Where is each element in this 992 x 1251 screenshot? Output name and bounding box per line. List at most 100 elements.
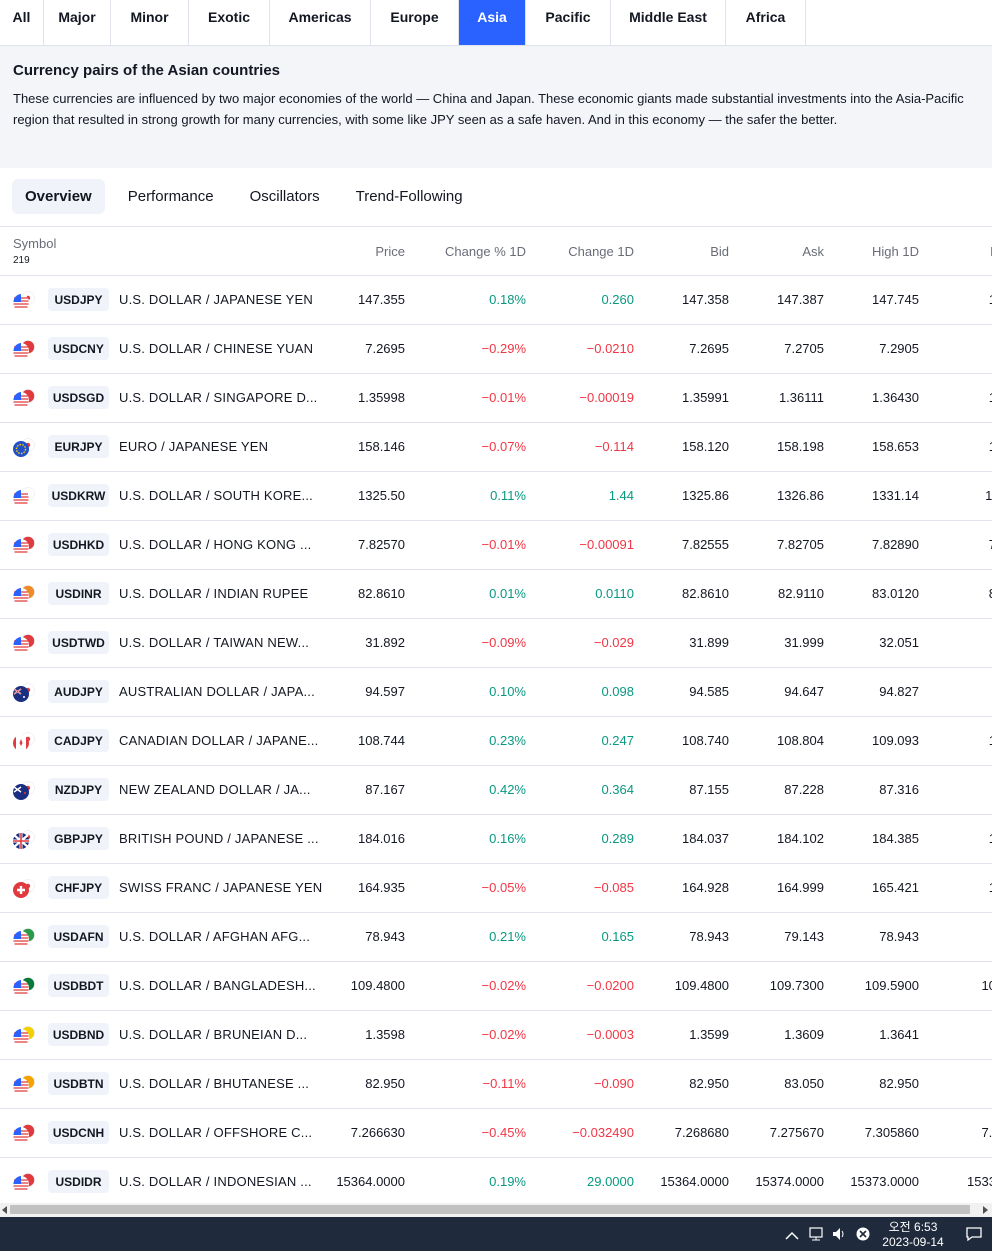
region-tab-exotic[interactable]: Exotic (189, 0, 270, 45)
table-row[interactable]: USDINR U.S. DOLLAR / INDIAN RUPEE 82.8610 0… (0, 570, 992, 619)
column-header-high-1d[interactable]: High 1D (872, 244, 919, 259)
clock-time: 오전 6:53 (888, 1220, 938, 1234)
ticker-link[interactable]: USDBND (48, 1023, 109, 1046)
cell-change-pct-1d: −0.29% (481, 341, 526, 356)
region-tab-africa[interactable]: Africa (726, 0, 806, 45)
cell-bid: 158.120 (682, 439, 729, 454)
cell-high-1d: 32.051 (879, 635, 919, 650)
table-header: Symbol 219 Price Change % 1D Change 1D Bid A… (0, 227, 992, 276)
ticker-link[interactable]: USDCNY (48, 337, 109, 360)
cell-bid: 1.3599 (689, 1027, 729, 1042)
column-header-change-pct-1d[interactable]: Change % 1D (445, 244, 526, 259)
ticker-link[interactable]: AUDJPY (48, 680, 109, 703)
ticker-link[interactable]: USDHKD (48, 533, 109, 556)
currency-flag-icon (12, 487, 36, 507)
cell-low-1d: 82.8 (989, 586, 992, 601)
region-tab-americas[interactable]: Americas (270, 0, 371, 45)
cell-change-1d: 29.0000 (587, 1174, 634, 1189)
pair-description: U.S. DOLLAR / SOUTH KORE... (119, 488, 313, 503)
column-header-price[interactable]: Price (375, 244, 405, 259)
pair-description: U.S. DOLLAR / BANGLADESH... (119, 978, 316, 993)
ticker-link[interactable]: EURJPY (48, 435, 109, 458)
cell-low-1d: 147. (989, 292, 992, 307)
cell-ask: 1.36111 (778, 390, 824, 405)
cell-ask: 7.82705 (777, 537, 824, 552)
cell-price: 109.4800 (350, 978, 405, 993)
currency-flag-icon (12, 340, 36, 360)
table-row[interactable]: USDKRW U.S. DOLLAR / SOUTH KORE... 1325.50… (0, 472, 992, 521)
table-row[interactable]: NZDJPY NEW ZEALAND DOLLAR / JA... 87.167 0.… (0, 766, 992, 815)
table-row[interactable]: EURJPY EURO / JAPANESE YEN 158.146 −0.07% −0… (0, 423, 992, 472)
ticker-link[interactable]: USDINR (48, 582, 109, 605)
region-tab-middle-east[interactable]: Middle East (611, 0, 726, 45)
ticker-link[interactable]: NZDJPY (48, 778, 109, 801)
cell-bid: 82.8610 (682, 586, 729, 601)
table-row[interactable]: CADJPY CANADIAN DOLLAR / JAPANE... 108.744… (0, 717, 992, 766)
ticker-link[interactable]: USDKRW (48, 484, 109, 507)
ticker-link[interactable]: USDSGD (48, 386, 109, 409)
currency-flag-icon (12, 732, 36, 752)
column-header-symbol[interactable]: Symbol (13, 236, 57, 251)
cell-high-1d: 78.943 (879, 929, 919, 944)
cell-high-1d: 94.827 (879, 684, 919, 699)
region-tab-all[interactable]: All (0, 0, 44, 45)
table-row[interactable]: USDIDR U.S. DOLLAR / INDONESIAN ... 15364.… (0, 1158, 992, 1203)
cell-change-1d: 1.44 (608, 488, 634, 503)
table-row[interactable]: USDBTN U.S. DOLLAR / BHUTANESE ... 82.950 −… (0, 1060, 992, 1109)
cell-price: 184.016 (358, 831, 405, 846)
table-row[interactable]: USDHKD U.S. DOLLAR / HONG KONG ... 7.82570… (0, 521, 992, 570)
table-row[interactable]: GBPJPY BRITISH POUND / JAPANESE ... 184.01… (0, 815, 992, 864)
table-row[interactable]: USDCNH U.S. DOLLAR / OFFSHORE C... 7.26663… (0, 1109, 992, 1158)
scrollbar-thumb[interactable] (10, 1205, 970, 1214)
ticker-link[interactable]: USDAFN (48, 925, 109, 948)
taskbar-clock[interactable]: 오전 6:53 2023-09-14 (868, 1220, 958, 1250)
column-header-ask[interactable]: Ask (802, 244, 824, 259)
scroll-right-icon[interactable] (983, 1206, 988, 1214)
cell-price: 158.146 (358, 439, 405, 454)
table-row[interactable]: USDCNY U.S. DOLLAR / CHINESE YUAN 7.2695 −0… (0, 325, 992, 374)
network-icon[interactable] (808, 1226, 824, 1245)
table-row[interactable]: USDJPY U.S. DOLLAR / JAPANESE YEN 147.355 0… (0, 276, 992, 325)
view-tab-trend-following[interactable]: Trend-Following (355, 188, 463, 205)
table-row[interactable]: USDTWD U.S. DOLLAR / TAIWAN NEW... 31.892 −… (0, 619, 992, 668)
table-row[interactable]: USDBDT U.S. DOLLAR / BANGLADESH... 109.480… (0, 962, 992, 1011)
scroll-left-icon[interactable] (2, 1206, 7, 1214)
table-row[interactable]: USDAFN U.S. DOLLAR / AFGHAN AFG... 78.943 0… (0, 913, 992, 962)
cell-price: 7.82570 (358, 537, 405, 552)
cell-change-pct-1d: 0.23% (489, 733, 526, 748)
pair-description: U.S. DOLLAR / SINGAPORE D... (119, 390, 318, 405)
cell-price: 7.266630 (350, 1125, 405, 1140)
table-row[interactable]: USDBND U.S. DOLLAR / BRUNEIAN D... 1.3598 −… (0, 1011, 992, 1060)
ticker-link[interactable]: USDIDR (48, 1170, 109, 1193)
ticker-link[interactable]: USDTWD (48, 631, 109, 654)
ticker-link[interactable]: USDBTN (48, 1072, 109, 1095)
cell-change-pct-1d: −0.11% (482, 1076, 527, 1091)
table-row[interactable]: CHFJPY SWISS FRANC / JAPANESE YEN 164.935 −… (0, 864, 992, 913)
table-row[interactable]: AUDJPY AUSTRALIAN DOLLAR / JAPA... 94.597 0… (0, 668, 992, 717)
ticker-link[interactable]: USDBDT (48, 974, 109, 997)
region-tab-major[interactable]: Major (44, 0, 111, 45)
column-header-bid[interactable]: Bid (710, 244, 729, 259)
notification-icon[interactable] (965, 1226, 983, 1245)
view-tab-performance[interactable]: Performance (127, 188, 214, 205)
ticker-link[interactable]: USDCNH (48, 1121, 109, 1144)
volume-icon[interactable] (831, 1226, 847, 1245)
view-tab-overview[interactable]: Overview (12, 179, 105, 214)
region-tab-europe[interactable]: Europe (371, 0, 459, 45)
column-header-change-1d[interactable]: Change 1D (568, 244, 634, 259)
column-header-low-1d[interactable]: Low (990, 244, 992, 259)
cell-change-1d: 0.260 (601, 292, 634, 307)
ticker-link[interactable]: USDJPY (48, 288, 109, 311)
region-tab-minor[interactable]: Minor (111, 0, 189, 45)
mic-muted-icon[interactable] (855, 1226, 871, 1245)
region-tab-asia[interactable]: Asia (459, 0, 526, 45)
view-tab-oscillators[interactable]: Oscillators (249, 188, 320, 205)
ticker-link[interactable]: GBPJPY (48, 827, 109, 850)
region-tab-pacific[interactable]: Pacific (526, 0, 611, 45)
cell-high-1d: 87.316 (879, 782, 919, 797)
ticker-link[interactable]: CHFJPY (48, 876, 109, 899)
ticker-link[interactable]: CADJPY (48, 729, 109, 752)
horizontal-scrollbar[interactable] (0, 1203, 992, 1217)
table-row[interactable]: USDSGD U.S. DOLLAR / SINGAPORE D... 1.3599… (0, 374, 992, 423)
chevron-up-icon[interactable] (785, 1228, 799, 1244)
